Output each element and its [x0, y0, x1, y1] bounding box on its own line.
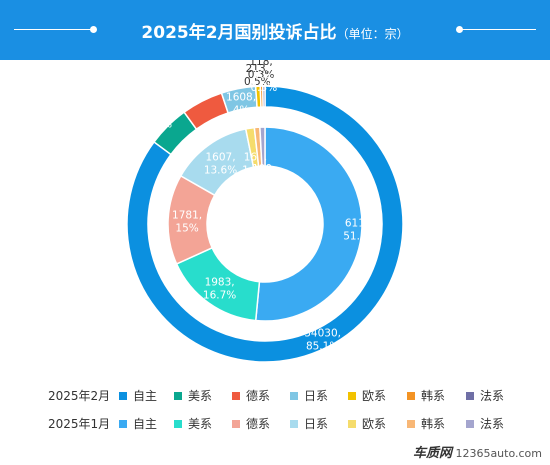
legend-label: 日系 [304, 389, 329, 403]
legend-swatch [174, 392, 182, 400]
chart-title-block: 2025年2月国别投诉占比（单位：宗） [0, 18, 550, 43]
legend-swatch [119, 420, 127, 428]
legend-item-自主: 自主 [119, 387, 157, 404]
outer-ring-data-label: 118, 0.3% [248, 60, 275, 81]
inner-ring-data-label: 1983, 16.7% [203, 276, 236, 301]
legend-row-jan: 2025年1月 自主 美系 德系 日系 欧系 韩系 法系 [0, 415, 550, 431]
legend-label: 德系 [246, 389, 271, 403]
outer-ring-data-label: 101, 0.3% [251, 69, 278, 94]
outer-ring-data-label: 34030, 85.1% [304, 327, 341, 352]
outer-ring-slice-法系 [262, 85, 266, 108]
legend-swatch [119, 392, 127, 400]
chart-header: 2025年2月国别投诉占比（单位：宗） [0, 0, 550, 60]
inner-ring-slice-自主 [254, 126, 363, 322]
legend-swatch [407, 392, 415, 400]
legend-item-韩系: 韩系 [407, 387, 445, 404]
inner-ring-data-label: 1781, 15% [172, 209, 202, 234]
legend-item-美系: 美系 [174, 415, 212, 432]
legend-item-韩系: 韩系 [407, 415, 445, 432]
legend-swatch [466, 392, 474, 400]
legend-swatch [232, 420, 240, 428]
legend-label: 法系 [480, 417, 505, 431]
legend-item-日系: 日系 [290, 415, 328, 432]
header-left-dot [90, 26, 97, 33]
legend-swatch [232, 392, 240, 400]
legend-swatch [348, 420, 356, 428]
header-right-dot [456, 26, 463, 33]
legend-label: 日系 [304, 417, 329, 431]
legend-label: 韩系 [421, 389, 446, 403]
legend-period-label: 2025年1月 [48, 417, 111, 431]
legend-label: 欧系 [362, 417, 387, 431]
legend-item-日系: 日系 [290, 387, 328, 404]
legend-label: 自主 [133, 417, 158, 431]
legend-item-法系: 法系 [466, 387, 504, 404]
legend-label: 法系 [480, 389, 505, 403]
outer-ring-data-label: 1943, 4.9% [181, 78, 211, 103]
outer-ring-slice-自主 [126, 85, 404, 363]
header-right-line [460, 29, 536, 30]
legend-swatch [407, 420, 415, 428]
legend-row-feb: 2025年2月 自主 美系 德系 日系 欧系 韩系 法系 [0, 387, 550, 403]
chart-title-unit: （单位：宗） [336, 27, 409, 41]
legend-label: 欧系 [362, 389, 387, 403]
legend-item-欧系: 欧系 [348, 387, 386, 404]
inner-ring-data-label: 6110, 51.5% [343, 218, 376, 243]
donut-hole [208, 167, 322, 281]
legend-swatch [348, 392, 356, 400]
legend-label: 自主 [133, 389, 158, 403]
legend-label: 韩系 [421, 417, 446, 431]
legend-swatch [174, 420, 182, 428]
outer-ring-data-label: 213, 0.5% [244, 63, 271, 88]
watermark-brand: 车质网 [412, 446, 452, 461]
legend-swatch [466, 420, 474, 428]
legend-period-label: 2025年2月 [48, 389, 111, 403]
legend-item-美系: 美系 [174, 387, 212, 404]
legend-label: 美系 [188, 389, 213, 403]
chart-title: 2025年2月国别投诉占比 [141, 23, 337, 43]
legend-label: 美系 [188, 417, 213, 431]
watermark: 车质网 12365auto.com [413, 442, 542, 461]
legend-item-自主: 自主 [119, 415, 157, 432]
legend-swatch [290, 392, 298, 400]
legend-item-法系: 法系 [466, 415, 504, 432]
legend-label: 德系 [246, 417, 271, 431]
legend-item-欧系: 欧系 [348, 415, 386, 432]
outer-ring-data-label: 1958, 4.9% [144, 106, 174, 131]
legend-item-德系: 德系 [232, 415, 270, 432]
inner-ring-slice-法系 [259, 126, 266, 167]
nested-donut-chart: 34030, 85.1% 1958, 4.9% 1943, 4.9% 1608, 4% 213,… [126, 60, 404, 363]
legend-swatch [290, 420, 298, 428]
watermark-url: 12365auto.com [455, 447, 542, 460]
inner-ring-data-label: 1607, 13.6% [204, 151, 237, 176]
header-left-line [14, 29, 93, 30]
outer-ring-data-label: 1608, 4% [226, 91, 256, 116]
legend-item-德系: 德系 [232, 387, 270, 404]
